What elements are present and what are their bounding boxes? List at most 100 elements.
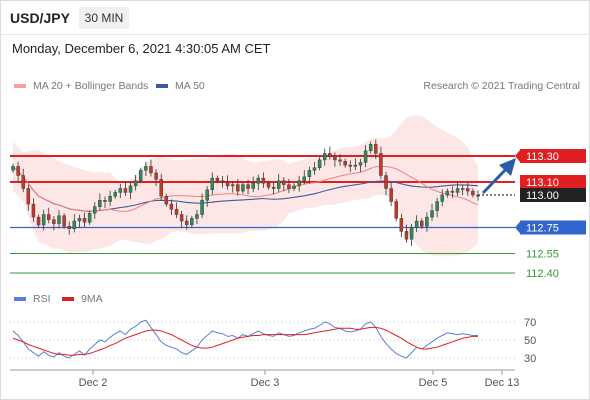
rsi-tick-70: 70 bbox=[524, 317, 536, 329]
candle-body bbox=[333, 155, 337, 161]
candle-body bbox=[82, 218, 87, 223]
candle-body bbox=[41, 214, 46, 226]
price-tag-pointer bbox=[515, 220, 521, 235]
candle-body bbox=[420, 220, 424, 227]
candle-body bbox=[455, 188, 460, 193]
x-tick-label: Dec 2 bbox=[79, 377, 108, 389]
candle-body bbox=[113, 192, 117, 197]
price-tag-113.30 bbox=[520, 149, 586, 163]
rsi-ma-legend-swatch bbox=[62, 297, 74, 301]
x-tick-label: Dec 13 bbox=[485, 377, 520, 389]
price-tag-113.10 bbox=[520, 175, 586, 189]
candle-body bbox=[230, 184, 235, 187]
candle-body bbox=[363, 150, 368, 163]
candle-body bbox=[164, 196, 169, 205]
price-label-113.30: 113.30 bbox=[526, 151, 559, 163]
candle-body bbox=[225, 181, 230, 187]
candle-body bbox=[205, 189, 209, 201]
candle-body bbox=[62, 215, 66, 227]
candle-body bbox=[154, 172, 158, 180]
candle-body bbox=[409, 227, 414, 240]
candle-body bbox=[471, 190, 475, 196]
price-label-113.10: 113.10 bbox=[526, 177, 559, 189]
candle-body bbox=[169, 203, 174, 210]
candle-body bbox=[399, 218, 404, 232]
rsi-tick-50: 50 bbox=[524, 335, 536, 347]
candle-body bbox=[190, 218, 194, 226]
candle-body bbox=[72, 220, 77, 230]
candle-body bbox=[287, 184, 291, 189]
candle-body bbox=[261, 177, 266, 184]
price-tag-112.75 bbox=[520, 220, 586, 235]
copyright-text: Research © 2021 Trading Central bbox=[423, 80, 580, 92]
candle-body bbox=[159, 179, 163, 197]
rsi-tick-30: 30 bbox=[524, 353, 536, 365]
candle-body bbox=[215, 177, 220, 181]
candle-body bbox=[21, 175, 25, 189]
candle-body bbox=[241, 184, 245, 192]
candle-body bbox=[93, 206, 97, 214]
candle-body bbox=[338, 159, 342, 162]
candle-body bbox=[445, 190, 450, 196]
rsi-series-9ma bbox=[12, 326, 478, 356]
candle-body bbox=[98, 199, 102, 207]
projection-arrow-head bbox=[499, 158, 516, 176]
price-label-112.40: 112.40 bbox=[526, 268, 559, 280]
symbol-title: USD/JPY bbox=[10, 10, 70, 26]
timeframe-button[interactable]: 30 MIN bbox=[79, 7, 129, 29]
candle-body bbox=[220, 180, 225, 183]
candle-body bbox=[271, 186, 276, 189]
candle-body bbox=[103, 199, 107, 202]
candle-body bbox=[414, 220, 419, 228]
candle-body bbox=[374, 144, 378, 154]
candle-body bbox=[210, 177, 215, 191]
candle-body bbox=[328, 153, 332, 157]
candle-body bbox=[379, 153, 383, 176]
candle-body bbox=[256, 177, 261, 184]
timestamp: Monday, December 6, 2021 4:30:05 AM CET bbox=[12, 41, 271, 56]
candle-body bbox=[297, 180, 301, 187]
candle-body bbox=[185, 220, 189, 226]
candle-body bbox=[435, 201, 439, 211]
x-tick-label: Dec 5 bbox=[419, 377, 448, 389]
candle-body bbox=[31, 203, 36, 218]
price-label-112.55: 112.55 bbox=[526, 249, 559, 261]
candle-body bbox=[200, 199, 204, 215]
candle-body bbox=[139, 170, 143, 181]
candle-body bbox=[11, 166, 15, 171]
ma50-legend-swatch bbox=[156, 84, 168, 88]
candle-body bbox=[466, 188, 470, 192]
candle-body bbox=[348, 164, 352, 167]
price-tag-113.00 bbox=[520, 188, 586, 202]
rsi-series-rsi bbox=[12, 319, 478, 359]
ma20-legend-label: MA 20 + Bollinger Bands bbox=[33, 80, 149, 92]
candle-body bbox=[307, 170, 312, 178]
ma20-line bbox=[12, 165, 479, 212]
projection-arrow-shaft bbox=[481, 165, 510, 195]
candle-body bbox=[236, 184, 240, 192]
candle-body bbox=[425, 216, 429, 227]
candle-body bbox=[353, 164, 358, 167]
candle-body bbox=[26, 188, 31, 205]
candle-body bbox=[276, 180, 281, 189]
candle-body bbox=[282, 180, 286, 185]
rsi-legend-swatch bbox=[14, 297, 26, 301]
candle-body bbox=[368, 144, 373, 152]
bollinger-band bbox=[13, 115, 478, 257]
candle-body bbox=[430, 210, 434, 218]
ma20-legend-swatch bbox=[14, 84, 26, 88]
candle-body bbox=[144, 166, 148, 171]
candle-body bbox=[450, 190, 455, 193]
candle-body bbox=[251, 183, 255, 189]
rsi-ma-legend-label: 9MA bbox=[81, 293, 103, 305]
candle-body bbox=[317, 159, 322, 168]
x-tick-label: Dec 3 bbox=[251, 377, 280, 389]
candle-body bbox=[246, 184, 250, 189]
candle-body bbox=[67, 225, 71, 229]
candle-body bbox=[174, 209, 179, 215]
candle-body bbox=[108, 196, 112, 202]
candle-body bbox=[77, 218, 82, 222]
price-tag-pointer bbox=[515, 149, 521, 163]
candle-body bbox=[358, 162, 363, 166]
